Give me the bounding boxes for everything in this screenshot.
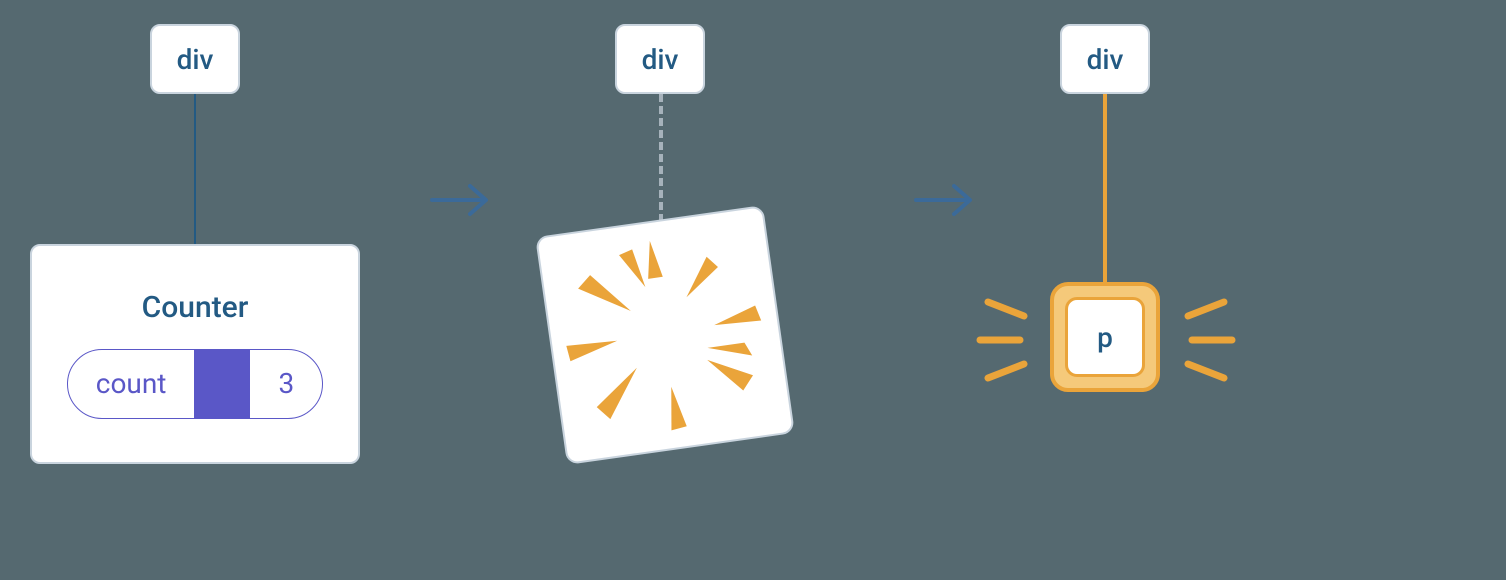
p-node: p [1065, 297, 1145, 377]
div-label: div [177, 43, 214, 76]
panel-destroy: div [520, 0, 940, 580]
counter-node: Counter count 3 [30, 244, 360, 464]
counter-title: Counter [142, 290, 249, 325]
pill-divider [194, 350, 250, 418]
panel-after: div p [1000, 0, 1506, 580]
state-pill: count 3 [67, 349, 323, 419]
p-label: p [1097, 321, 1113, 354]
tree-connector-highlight [1103, 94, 1107, 290]
exploding-node [535, 205, 795, 465]
panel-before: div Counter count 3 [0, 0, 460, 580]
div-label: div [1087, 43, 1124, 76]
div-node: div [1060, 24, 1150, 94]
div-node: div [150, 24, 240, 94]
state-key: count [68, 350, 195, 418]
arrow-icon [912, 180, 982, 220]
div-node: div [615, 24, 705, 94]
p-node-highlight: p [1050, 282, 1160, 392]
tree-connector-dashed [659, 94, 663, 234]
state-value: 3 [250, 350, 322, 418]
tree-connector-solid [194, 94, 196, 244]
div-label: div [642, 43, 679, 76]
burst-icon [537, 207, 792, 462]
arrow-icon [428, 180, 498, 220]
